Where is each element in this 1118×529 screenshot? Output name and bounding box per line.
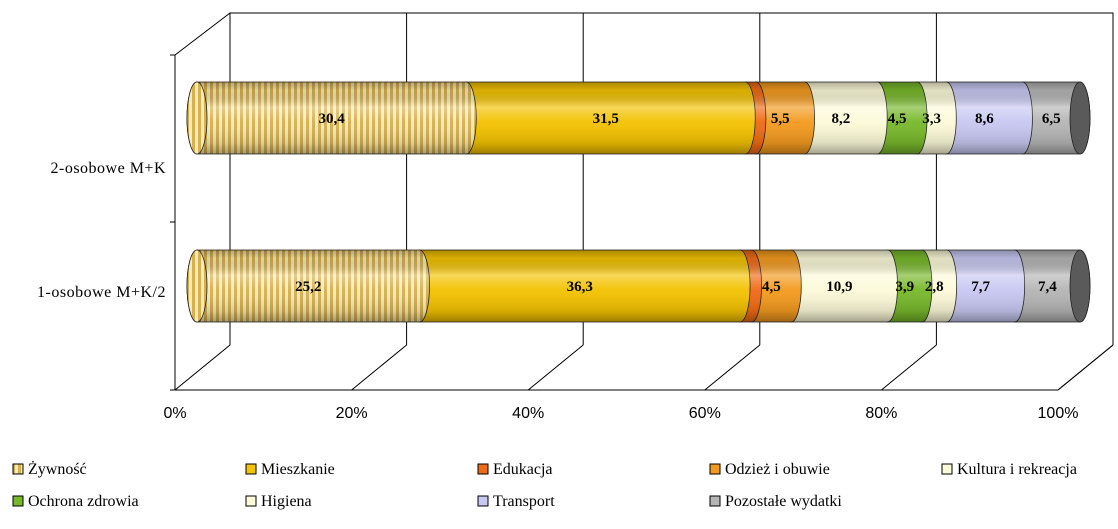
legend-swatch [245, 463, 257, 475]
bar-żywność-1-shading [187, 82, 477, 154]
x-tick-label: 40% [512, 405, 544, 422]
x-tick-label: 0% [163, 405, 186, 422]
legend-swatch [12, 463, 24, 475]
legend: Żywność Mieszkanie Edukacja Odzież i obuwie… [12, 460, 1077, 510]
legend-swatch [709, 495, 721, 507]
floor-edge [175, 344, 1114, 391]
bar-żywność-2-shading [187, 250, 430, 322]
legend-label: Edukacja [493, 461, 553, 478]
data-label: 7,4 [1038, 279, 1057, 295]
legend-label: Mieszkanie [261, 461, 335, 478]
x-tick-label: 100% [1038, 405, 1079, 422]
floor-gridline [881, 344, 937, 391]
bar-pozostałe-wydatki-2-shading [1004, 250, 1090, 322]
data-label: 30,4 [318, 111, 345, 127]
data-label: 5,5 [771, 111, 790, 127]
data-label: 8,6 [975, 111, 994, 127]
legend-swatch [245, 495, 257, 507]
labels: 0% 20% 40% 60% 80% 100% 30,4 31,5 5,5 8,2 4,5 3,3 8,… [37, 111, 1078, 422]
bar-pozostałe-wydatki-1-shading [1012, 82, 1090, 154]
x-tick-label: 60% [689, 405, 721, 422]
bar-transport-1-shading [936, 82, 1033, 154]
x-tick-label: 20% [336, 405, 368, 422]
bar-mieszkanie-2-shading [409, 250, 751, 322]
floor-gridline [527, 344, 584, 391]
data-label: 3,3 [922, 111, 941, 127]
category-label: 2-osobowe M+K [50, 160, 166, 177]
legend-swatch [709, 463, 721, 475]
bar-transport-2-shading [936, 250, 1025, 322]
data-label: 7,7 [971, 279, 990, 295]
data-label: 36,3 [567, 279, 593, 295]
data-label: 25,2 [295, 279, 321, 295]
floor-gridline [1057, 344, 1114, 391]
bar-kultura-i-rekreacja-1-shading [794, 82, 888, 154]
back-wall [174, 12, 1114, 391]
bars [186, 81, 1091, 323]
bar-start-cap [186, 81, 208, 155]
data-label: 2,8 [925, 279, 944, 295]
data-label: 10,9 [826, 279, 852, 295]
legend-swatch [477, 463, 489, 475]
data-label: 6,5 [1042, 111, 1061, 127]
data-label: 31,5 [593, 111, 619, 127]
bar-mieszkanie-1-shading [456, 82, 756, 154]
bar-kultura-i-rekreacja-2-shading [781, 250, 898, 322]
legend-swatch [477, 495, 489, 507]
legend-label: Kultura i rekreacja [957, 461, 1077, 478]
x-tick-label: 80% [865, 405, 897, 422]
data-label: 3,9 [895, 279, 914, 295]
legend-label: Ochrona zdrowia [28, 493, 139, 510]
data-label: 8,2 [831, 111, 850, 127]
legend-label: Higiena [261, 493, 312, 510]
legend-label: Transport [493, 493, 555, 510]
legend-label: Pozostałe wydatki [725, 493, 842, 510]
side-wall-top-edge [174, 12, 231, 56]
bar-end-cap [1069, 81, 1091, 155]
bar-start-cap [186, 249, 208, 323]
floor-gridline [351, 344, 407, 391]
bar-end-cap [1069, 249, 1091, 323]
legend-label: Odzież i obuwie [725, 461, 830, 478]
legend-swatch [941, 463, 953, 475]
floor-gridline [704, 344, 761, 391]
category-label: 1-osobowe M+K/2 [37, 284, 166, 301]
legend-swatch [12, 495, 24, 507]
gridlines [170, 12, 1114, 391]
legend-label: Żywność [28, 460, 87, 478]
data-label: 4,5 [888, 111, 907, 127]
data-label: 4,5 [762, 279, 781, 295]
